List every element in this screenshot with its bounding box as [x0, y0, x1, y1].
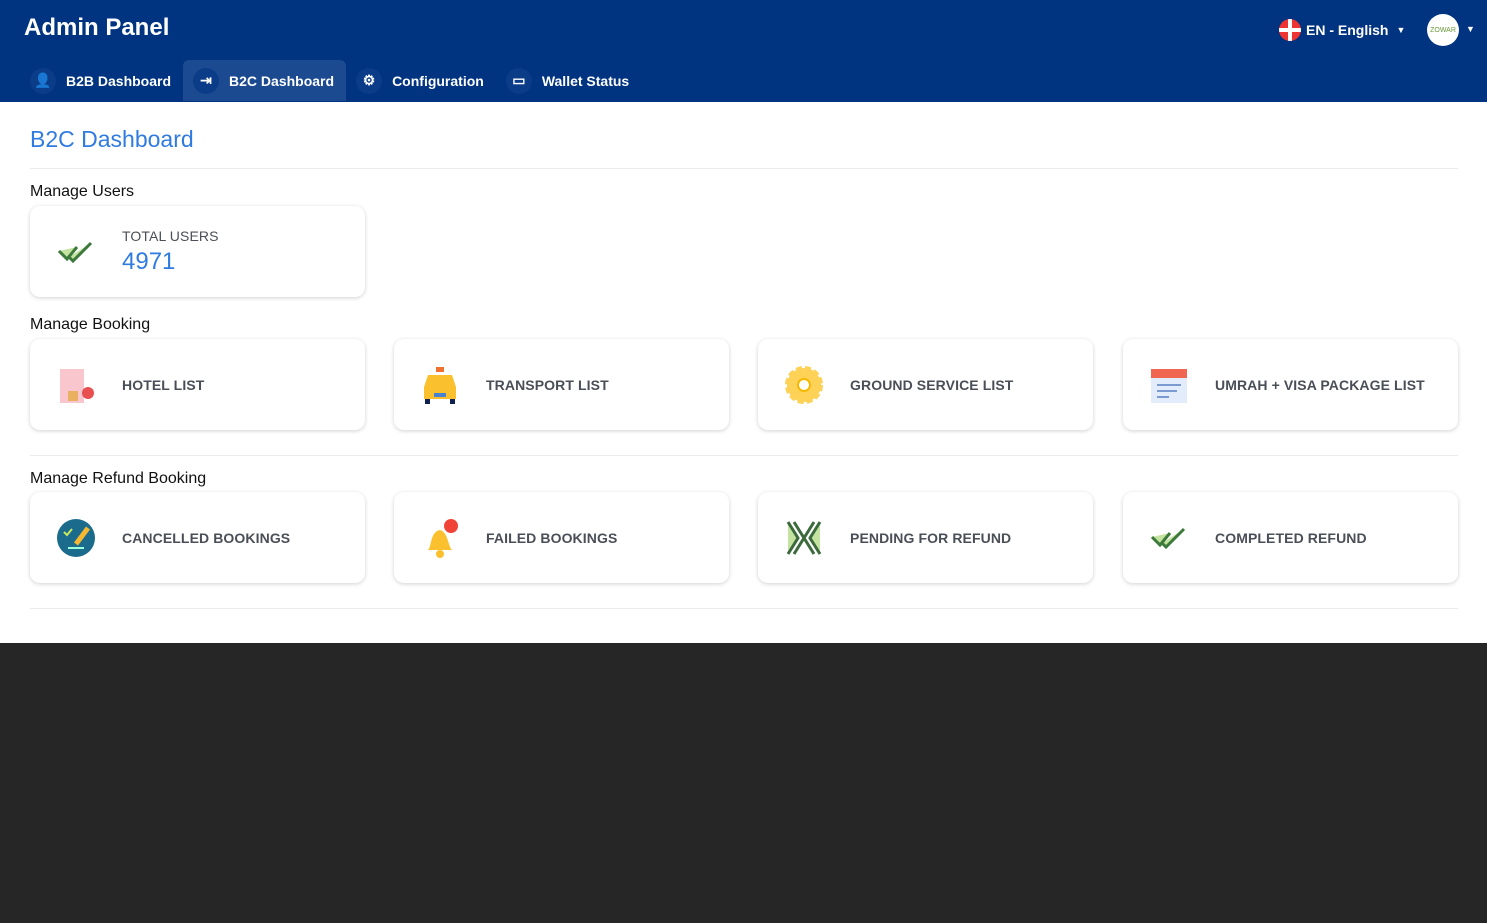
uk-flag-icon [1279, 19, 1301, 41]
main-content: B2C Dashboard Manage Users TOTAL USERS 49… [0, 102, 1487, 643]
card-label: HOTEL LIST [122, 376, 205, 393]
divider [30, 608, 1458, 609]
avatar[interactable]: ZOWAR [1427, 14, 1459, 46]
ground-service-list-card[interactable]: GROUND SERVICE LIST [758, 339, 1093, 430]
section-heading: Manage Users [30, 183, 135, 200]
card-label: FAILED BOOKINGS [486, 529, 618, 546]
cancelled-bookings-card[interactable]: CANCELLED BOOKINGS [30, 492, 365, 583]
nav-configuration[interactable]: ⚙ Configuration [346, 60, 496, 101]
card-icon: ▭ [505, 67, 532, 94]
taxi-icon [420, 365, 460, 405]
avatar-logo-text: ZOWAR [1430, 26, 1456, 34]
total-users-label: TOTAL USERS [122, 227, 219, 244]
chevron-down-icon[interactable]: ▼ [1466, 24, 1475, 34]
transport-list-card[interactable]: TRANSPORT LIST [394, 339, 729, 430]
pending-for-refund-card[interactable]: PENDING FOR REFUND [758, 492, 1093, 583]
total-users-value: 4971 [122, 247, 176, 275]
bell-alert-icon [420, 518, 460, 558]
card-label: COMPLETED REFUND [1215, 529, 1367, 546]
nav-label: Wallet Status [541, 72, 630, 89]
language-selector[interactable]: EN - English ▼ [1279, 19, 1405, 41]
double-check-icon [1149, 518, 1189, 558]
completed-refund-card[interactable]: COMPLETED REFUND [1123, 492, 1458, 583]
nav-label: Configuration [392, 72, 484, 89]
card-label: GROUND SERVICE LIST [850, 376, 1014, 393]
calendar-icon [1149, 365, 1189, 405]
login-icon: ⇥ [193, 67, 220, 94]
cross-arrows-icon [784, 518, 824, 558]
user-icon: 👤 [30, 67, 56, 94]
hotel-list-card[interactable]: HOTEL LIST [30, 339, 365, 430]
language-label: EN - English [1306, 22, 1389, 38]
nav-label: B2C Dashboard [229, 72, 335, 89]
top-header: Admin Panel 👤 B2B Dashboard ⇥ B2C Dashboar… [0, 0, 1487, 102]
failed-bookings-card[interactable]: FAILED BOOKINGS [394, 492, 729, 583]
nav-b2c-dashboard[interactable]: ⇥ B2C Dashboard [183, 60, 347, 101]
divider [30, 168, 1458, 169]
cog-icon [784, 365, 824, 405]
hotel-icon [56, 365, 96, 405]
nav-wallet-status[interactable]: ▭ Wallet Status [496, 60, 641, 101]
section-heading: Manage Refund Booking [30, 470, 207, 487]
card-label: UMRAH + VISA PACKAGE LIST [1215, 376, 1425, 393]
card-label: CANCELLED BOOKINGS [122, 529, 291, 546]
checklist-icon [56, 518, 96, 558]
chevron-down-icon: ▼ [1396, 25, 1406, 35]
total-users-card[interactable]: TOTAL USERS 4971 [30, 206, 365, 297]
section-heading: Manage Booking [30, 316, 151, 333]
umrah-visa-package-list-card[interactable]: UMRAH + VISA PACKAGE LIST [1123, 339, 1458, 430]
nav-b2b-dashboard[interactable]: 👤 B2B Dashboard [20, 60, 183, 101]
double-check-icon [56, 232, 96, 272]
page-title: B2C Dashboard [30, 126, 194, 152]
main-nav: 👤 B2B Dashboard ⇥ B2C Dashboard ⚙ Configura… [20, 60, 641, 101]
gear-icon: ⚙ [356, 67, 383, 94]
card-label: TRANSPORT LIST [486, 376, 609, 393]
divider [30, 455, 1458, 456]
nav-label: B2B Dashboard [66, 72, 172, 89]
app-title: Admin Panel [24, 14, 170, 41]
card-label: PENDING FOR REFUND [850, 529, 1012, 546]
